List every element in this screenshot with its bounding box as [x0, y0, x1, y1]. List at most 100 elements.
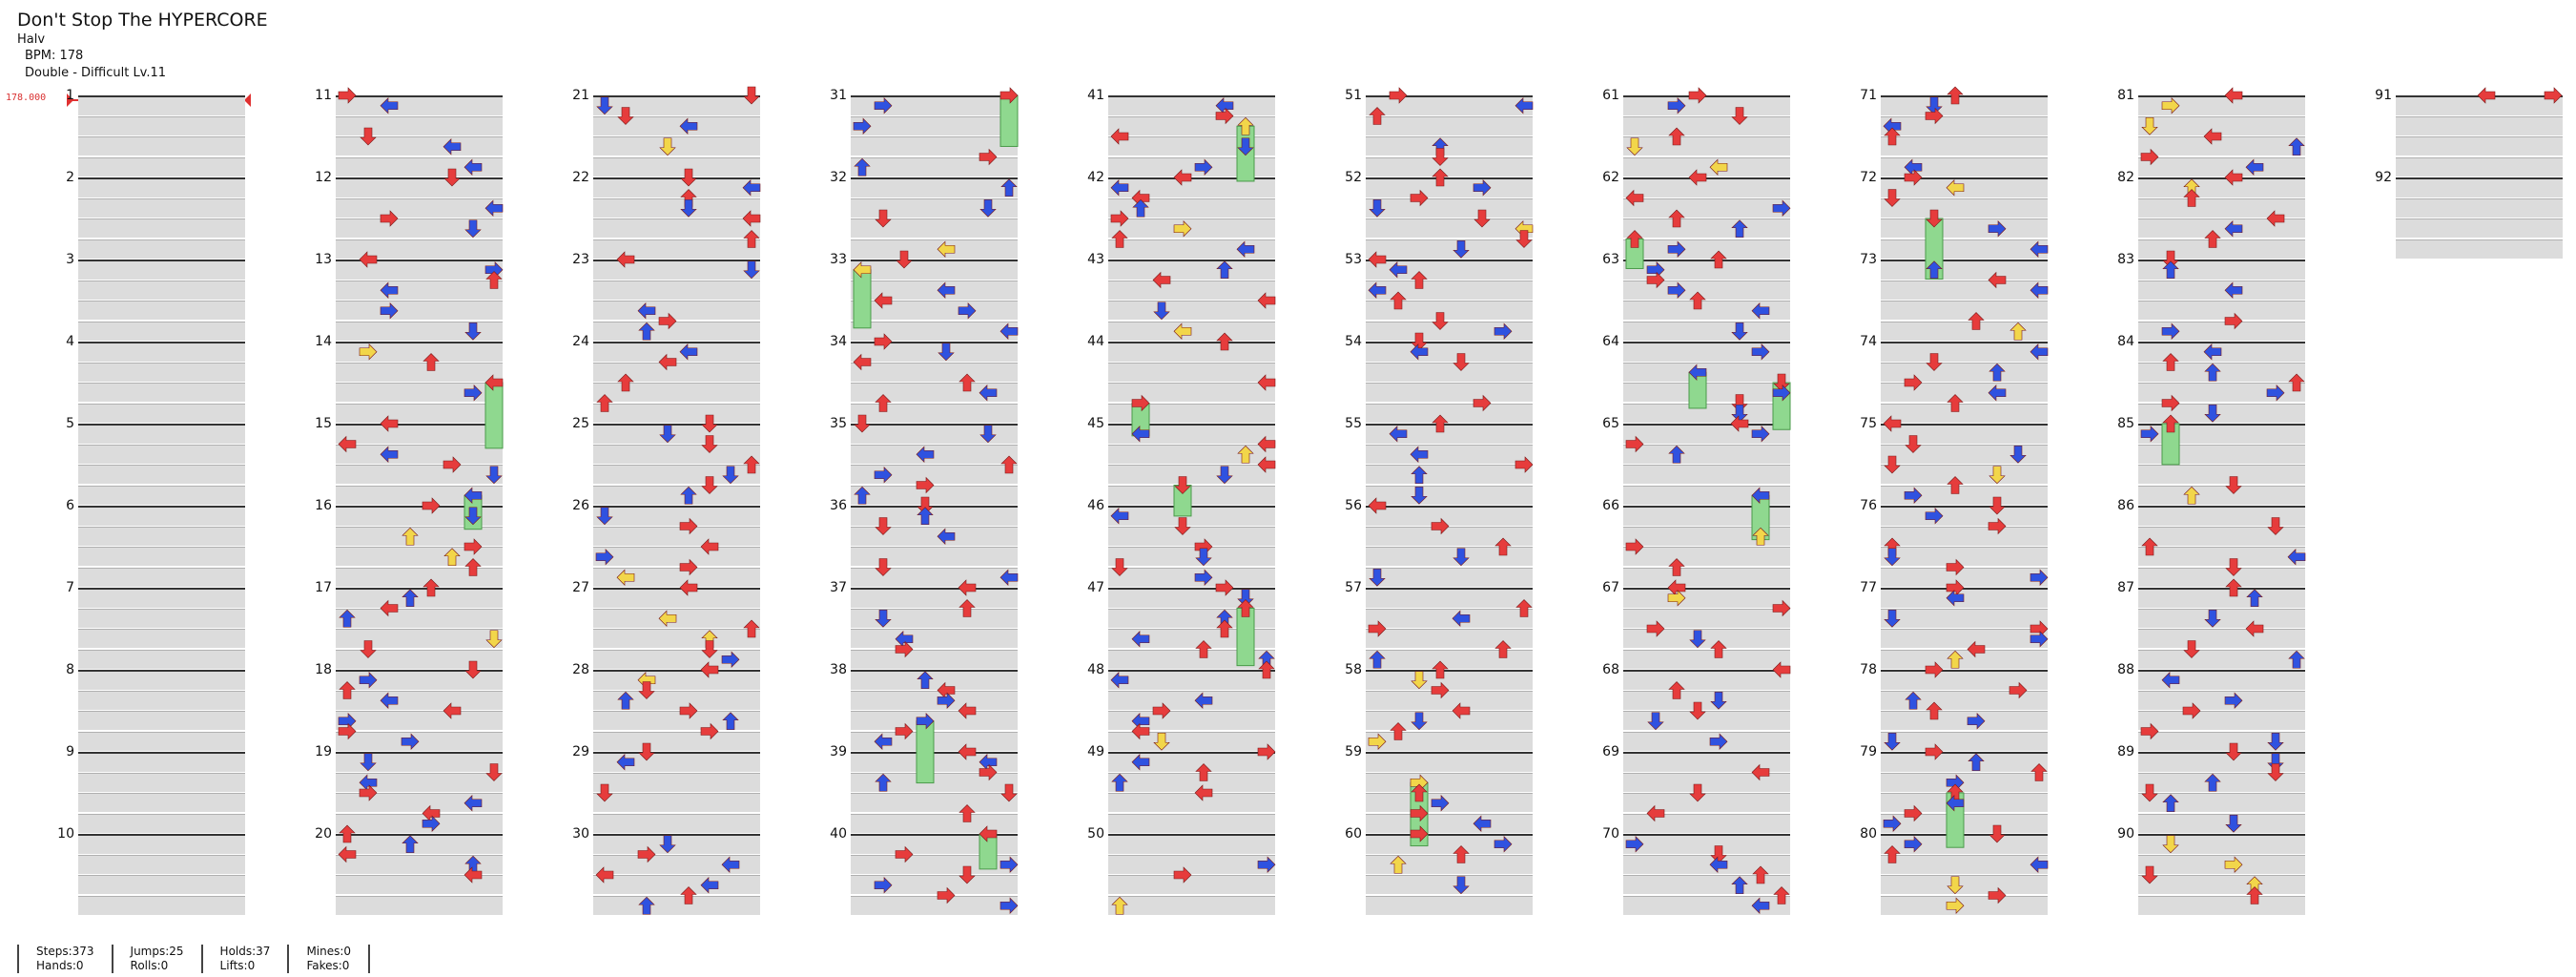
beat-row [336, 383, 503, 402]
beat-row [1881, 526, 2048, 546]
beat-row [2138, 793, 2305, 812]
measure-number: 65 [1602, 416, 1619, 431]
measure-number: 92 [2375, 170, 2392, 185]
beat-row [1623, 567, 1790, 587]
measure: 73 [1860, 253, 2048, 342]
beat-row [1623, 895, 1790, 915]
measure-number: 2 [66, 170, 74, 185]
measure: 39 [830, 745, 1018, 834]
measure-number: 91 [2375, 88, 2392, 103]
beat-row [2138, 567, 2305, 587]
beat-row [1623, 608, 1790, 628]
beat-row [336, 321, 503, 341]
beat-row [1623, 403, 1790, 423]
beat-row [78, 383, 245, 402]
measure: 35 [830, 417, 1018, 506]
beat-row [851, 301, 1018, 320]
beat-row [593, 301, 760, 320]
beat-row [1881, 629, 2048, 648]
beat-row [1623, 875, 1790, 894]
beat-row [78, 280, 245, 300]
beat-row [1881, 280, 2048, 300]
measure-number: 21 [572, 88, 589, 103]
beat-row [2138, 649, 2305, 669]
beat-row [593, 854, 760, 874]
beat-row [851, 854, 1018, 874]
beat-row [1623, 444, 1790, 464]
measure: 57 [1345, 581, 1533, 670]
beat-row [593, 793, 760, 812]
beat-row [336, 444, 503, 464]
measure: 75 [1860, 417, 2048, 506]
beat-row [593, 649, 760, 669]
measure: 11 [315, 89, 503, 177]
measure: 61 [1602, 89, 1790, 177]
beat-row [593, 136, 760, 156]
beat-row [1108, 465, 1275, 484]
beat-row [2138, 895, 2305, 915]
beat-row [851, 197, 1018, 218]
measure-number: 58 [1345, 662, 1362, 677]
beat-row [1108, 547, 1275, 566]
beat-row [1623, 321, 1790, 341]
beat-row [1108, 444, 1275, 464]
beat-row [2138, 875, 2305, 894]
beat-row [78, 875, 245, 894]
beat-row [78, 526, 245, 546]
beat-row [336, 854, 503, 874]
beat-row [78, 629, 245, 648]
beat-row [1108, 629, 1275, 648]
beat-row [2138, 608, 2305, 628]
measure: 79 [1860, 745, 2048, 834]
beat-row [1366, 362, 1533, 382]
beat-row [851, 690, 1018, 710]
measure: 38 [830, 663, 1018, 752]
beat-row [1366, 156, 1533, 177]
beat-row [78, 485, 245, 505]
measure-line [2138, 834, 2305, 854]
measure: 19 [315, 745, 503, 834]
measure-number: 41 [1087, 88, 1104, 103]
beat-row [336, 547, 503, 566]
measure-line [1881, 177, 2048, 197]
measure: 31 [830, 89, 1018, 177]
beat-row [1366, 854, 1533, 874]
bpm-text: BPM: 178 [25, 49, 84, 63]
song-artist: Halv [17, 32, 46, 47]
measure-number: 23 [572, 252, 589, 267]
measure: 53 [1345, 253, 1533, 342]
measure-number: 75 [1860, 416, 1877, 431]
beat-row [851, 444, 1018, 464]
beat-row [336, 875, 503, 894]
measure: 62 [1602, 171, 1790, 260]
song-title: Don't Stop The HYPERCORE [17, 10, 268, 31]
beat-row [78, 136, 245, 156]
beat-row [1881, 321, 2048, 341]
measure-number: 74 [1860, 334, 1877, 349]
beat-row [78, 711, 245, 730]
measure: 1 [66, 89, 245, 177]
stat-group: Steps:373 Hands:0 [17, 945, 112, 973]
beat-row [78, 156, 245, 177]
beat-row [1366, 813, 1533, 833]
measure-number: 80 [1860, 826, 1877, 842]
beat-row [1108, 362, 1275, 382]
measure-line [1623, 506, 1790, 526]
measure: 45 [1087, 417, 1275, 506]
measure-number: 31 [830, 88, 847, 103]
measure-number: 68 [1602, 662, 1619, 677]
beat-row [336, 218, 503, 238]
beat-row [1623, 526, 1790, 546]
measure: 60 [1345, 827, 1533, 916]
measure-number: 32 [830, 170, 847, 185]
beat-row [2138, 629, 2305, 648]
measure: 6 [66, 499, 245, 588]
measure-line [1881, 588, 2048, 608]
measure-line [2138, 588, 2305, 608]
beat-row [1623, 362, 1790, 382]
beat-row [1366, 731, 1533, 751]
measure-number: 27 [572, 580, 589, 595]
chart-header: Don't Stop The HYPERCORE Halv BPM: 178 D… [17, 10, 268, 82]
beat-row [1108, 321, 1275, 341]
measure-line [593, 260, 760, 280]
